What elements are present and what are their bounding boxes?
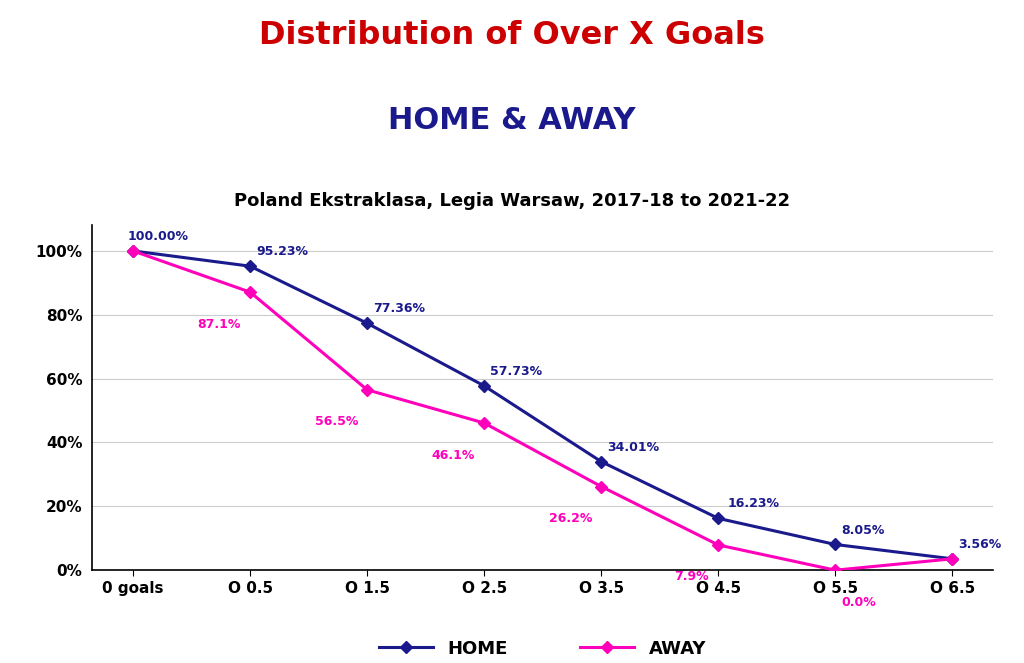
Text: Distribution of Over X Goals: Distribution of Over X Goals	[259, 20, 765, 51]
Text: 57.73%: 57.73%	[490, 365, 542, 378]
Text: 34.01%: 34.01%	[607, 441, 659, 453]
Text: 3.56%: 3.56%	[958, 538, 1001, 551]
Text: 87.1%: 87.1%	[198, 318, 241, 331]
Text: 95.23%: 95.23%	[256, 245, 308, 258]
Text: HOME & AWAY: HOME & AWAY	[388, 106, 636, 135]
Text: 46.1%: 46.1%	[431, 449, 475, 461]
Text: Poland Ekstraklasa, Legia Warsaw, 2017-18 to 2021-22: Poland Ekstraklasa, Legia Warsaw, 2017-1…	[233, 192, 791, 210]
Text: 56.5%: 56.5%	[314, 415, 358, 428]
Text: 16.23%: 16.23%	[728, 497, 779, 511]
Text: 77.36%: 77.36%	[373, 302, 425, 315]
Text: 0.0%: 0.0%	[841, 596, 876, 609]
Legend: HOME, AWAY: HOME, AWAY	[379, 639, 707, 658]
Text: 26.2%: 26.2%	[549, 512, 592, 525]
Text: 8.05%: 8.05%	[841, 524, 885, 536]
Text: 7.9%: 7.9%	[674, 570, 709, 583]
Text: 100.00%: 100.00%	[127, 230, 188, 243]
